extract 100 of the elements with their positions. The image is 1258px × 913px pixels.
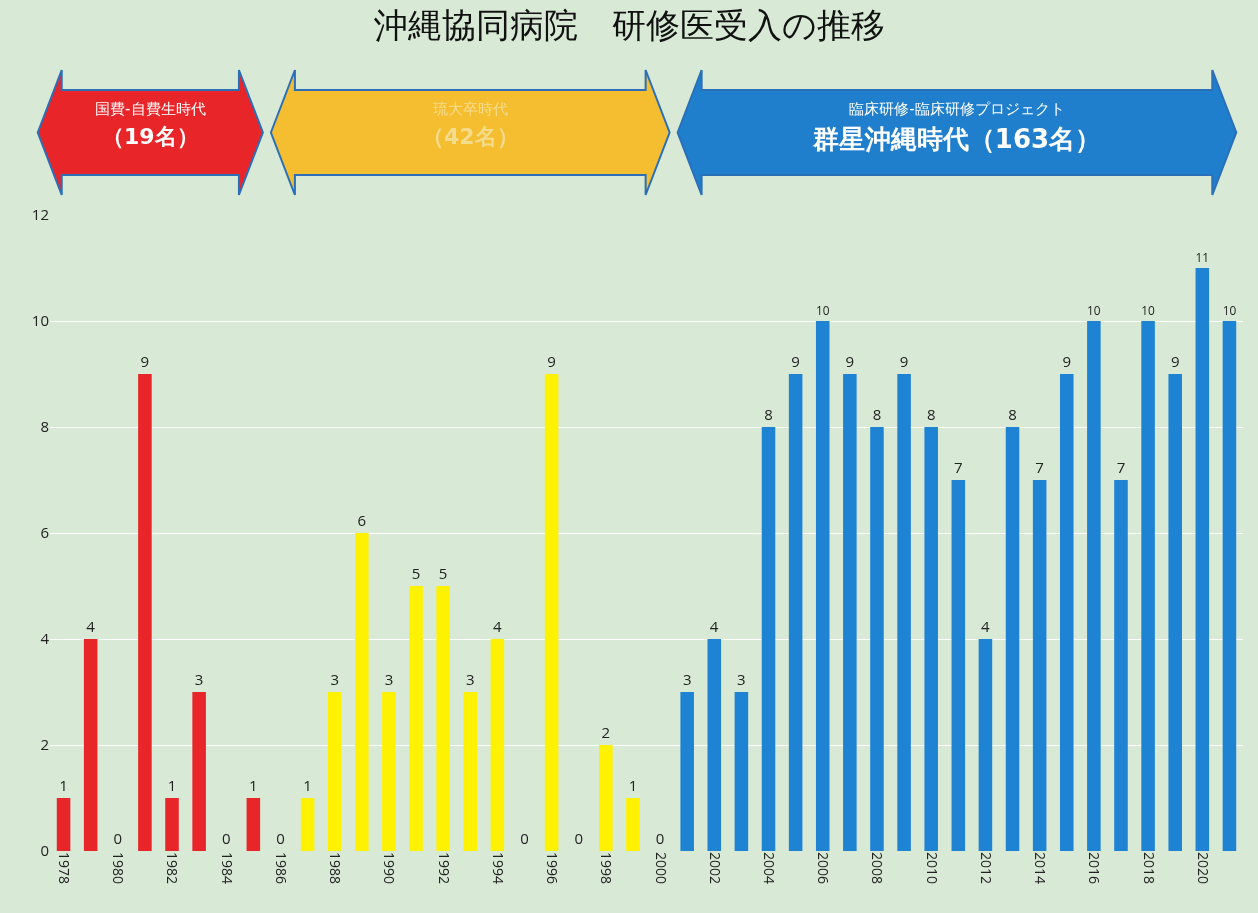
bar — [382, 692, 396, 851]
data-label: 9 — [791, 351, 800, 371]
y-tick-label: 2 — [40, 734, 49, 755]
x-tick-label: 1988 — [326, 852, 346, 885]
x-tick-label: 2008 — [868, 852, 888, 885]
y-tick-label: 0 — [40, 840, 49, 861]
bar — [1005, 427, 1020, 851]
x-tick-label: 2002 — [705, 852, 725, 885]
bar — [870, 427, 884, 851]
bar — [626, 798, 640, 851]
bar — [138, 374, 152, 851]
bar — [788, 374, 803, 851]
bar — [544, 374, 559, 851]
x-tick-label: 2014 — [1031, 852, 1051, 885]
bar — [463, 692, 478, 851]
bar — [1168, 374, 1182, 851]
data-label: 3 — [330, 669, 339, 689]
x-tick-label: 1994 — [488, 852, 508, 885]
data-label: 9 — [547, 351, 556, 371]
data-label: 5 — [438, 563, 448, 583]
text: 琉大卒時代 — [431, 100, 509, 119]
data-label: 10 — [1222, 301, 1237, 318]
bar — [409, 586, 423, 851]
data-label: 3 — [384, 669, 394, 689]
bar — [490, 639, 505, 851]
bar — [246, 798, 261, 851]
data-label: 0 — [113, 828, 123, 848]
bar — [300, 798, 315, 851]
bar — [815, 321, 830, 851]
bar — [599, 745, 613, 851]
bar — [897, 374, 911, 851]
bar — [843, 374, 857, 851]
x-tick-label: 2010 — [922, 852, 942, 885]
y-tick-label: 4 — [40, 628, 50, 649]
bar — [165, 798, 179, 851]
bar — [192, 692, 206, 851]
bar — [355, 533, 369, 851]
data-label: 0 — [221, 828, 231, 848]
data-label: 0 — [520, 828, 529, 848]
x-tick-label: 1992 — [434, 852, 454, 885]
y-tick-label: 6 — [40, 522, 49, 543]
x-tick-label: 1980 — [109, 852, 129, 885]
x-tick-label: 2004 — [759, 852, 779, 885]
bar — [1032, 480, 1047, 851]
text: 臨床研修-臨床研修プロジェクト — [848, 100, 1066, 119]
data-label: 2 — [601, 722, 611, 742]
data-label: 1 — [249, 775, 258, 795]
bar — [707, 639, 722, 851]
data-label: 0 — [574, 828, 583, 848]
bar — [1114, 480, 1128, 851]
data-label: 5 — [411, 563, 421, 583]
data-label: 7 — [954, 457, 963, 477]
bar — [924, 427, 938, 851]
bar — [761, 427, 776, 851]
data-label: 3 — [194, 669, 204, 689]
data-label: 4 — [980, 616, 990, 636]
x-tick-label: 2018 — [1139, 852, 1159, 885]
data-label: 4 — [86, 616, 96, 636]
data-label: 3 — [465, 669, 475, 689]
data-label: 7 — [1035, 457, 1044, 477]
x-tick-label: 1990 — [380, 852, 400, 885]
x-tick-label: 2006 — [814, 852, 834, 885]
data-label: 9 — [1062, 351, 1072, 371]
data-label: 8 — [1008, 404, 1017, 424]
data-label: 4 — [709, 616, 719, 636]
x-tick-label: 1978 — [55, 852, 75, 885]
y-tick-label: 8 — [40, 416, 49, 437]
x-tick-label: 1986 — [271, 852, 291, 885]
x-tick-label: 1996 — [543, 852, 563, 885]
x-tick-label: 2012 — [976, 852, 996, 885]
bar — [1222, 321, 1237, 851]
data-label: 9 — [1170, 351, 1180, 371]
y-tick-label: 12 — [31, 204, 49, 225]
data-label: 3 — [682, 669, 692, 689]
x-tick-label: 2016 — [1085, 852, 1105, 885]
data-label: 9 — [140, 351, 150, 371]
text: （19名） — [101, 123, 200, 151]
bar — [978, 639, 993, 851]
data-label: 9 — [845, 351, 855, 371]
y-tick-label: 10 — [31, 310, 49, 331]
bar — [1141, 321, 1155, 851]
data-label: 1 — [59, 775, 68, 795]
text: 国費-自費生時代 — [94, 100, 207, 119]
data-label: 11 — [1195, 248, 1210, 265]
data-label: 8 — [764, 404, 773, 424]
bar — [327, 692, 342, 851]
bar — [1059, 374, 1074, 851]
bar — [1195, 268, 1210, 851]
x-tick-label: 2000 — [651, 852, 671, 885]
data-label: 4 — [492, 616, 502, 636]
x-tick-label: 1982 — [163, 852, 183, 885]
bar — [734, 692, 749, 851]
data-label: 1 — [628, 775, 638, 795]
data-label: 10 — [1141, 301, 1156, 318]
bar — [56, 798, 71, 851]
x-tick-label: 2020 — [1193, 852, 1213, 885]
x-tick-label: 1998 — [597, 852, 617, 885]
bar — [436, 586, 450, 851]
data-label: 0 — [655, 828, 665, 848]
data-label: 9 — [899, 351, 909, 371]
